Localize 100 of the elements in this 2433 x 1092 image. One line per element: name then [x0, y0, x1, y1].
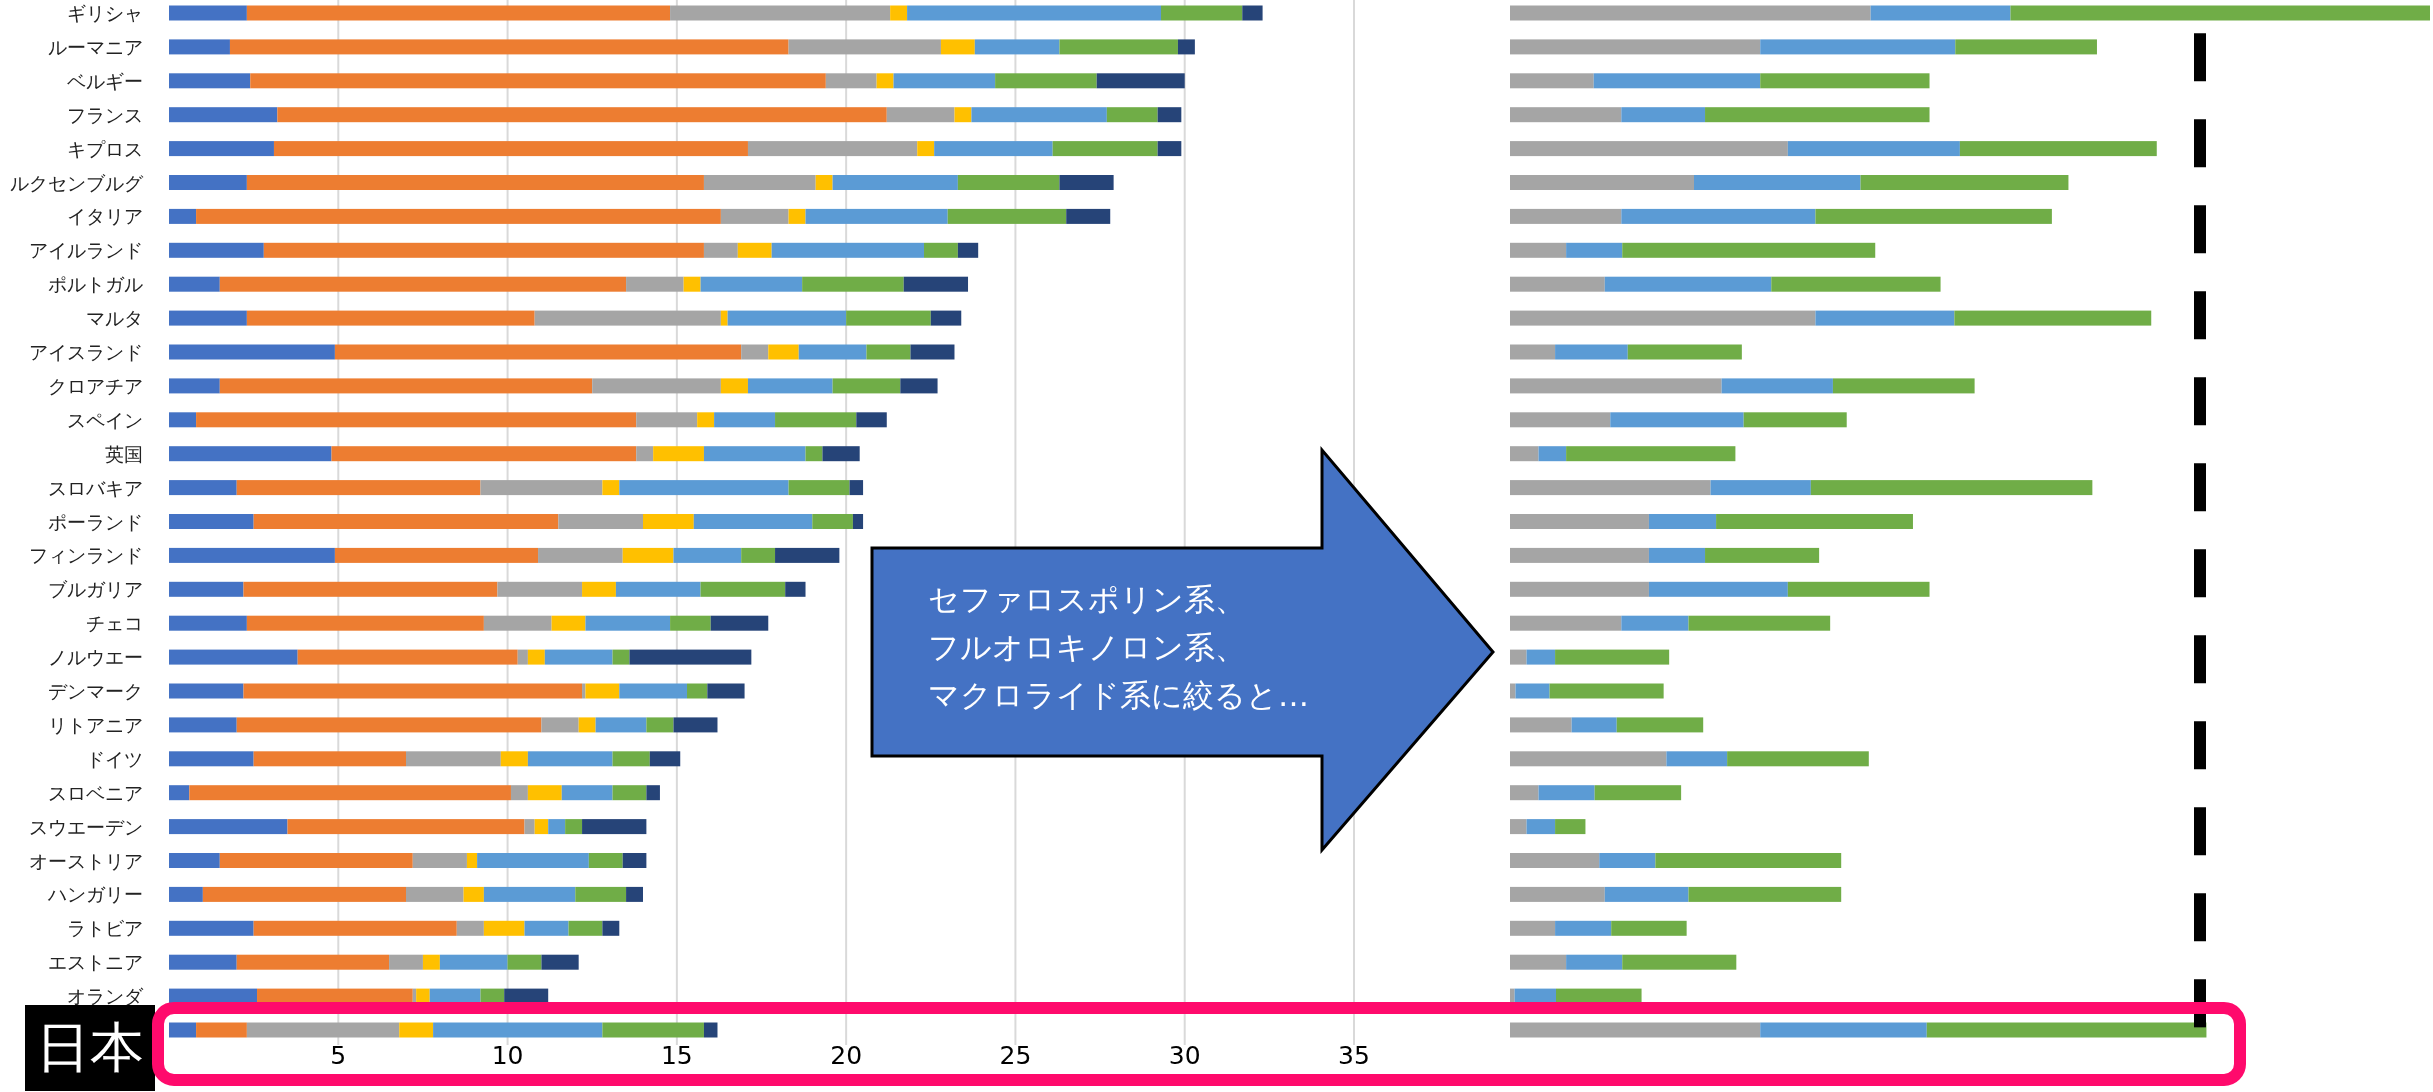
bar — [169, 1022, 197, 1038]
bar — [1616, 717, 1704, 733]
bar — [236, 480, 481, 496]
bar — [714, 412, 776, 428]
bar — [1705, 547, 1820, 563]
bar — [1648, 581, 1788, 597]
y-tick-label: マルタ — [86, 307, 143, 330]
bar — [602, 1022, 704, 1038]
bar — [917, 141, 935, 157]
bar — [169, 920, 254, 936]
bar — [1510, 242, 1567, 258]
bar — [622, 547, 674, 563]
bar — [1510, 141, 1788, 157]
bar — [636, 412, 698, 428]
bar — [1593, 73, 1761, 89]
bar — [169, 141, 274, 157]
bar — [1538, 446, 1567, 462]
bar — [1599, 853, 1656, 868]
bar — [229, 39, 789, 55]
annotation: フルオロキノロン系、 — [928, 629, 1246, 665]
bar — [169, 514, 254, 529]
bar — [805, 446, 823, 462]
bar — [1694, 175, 1861, 190]
bar — [585, 683, 620, 699]
bar — [646, 785, 660, 801]
bar — [582, 819, 647, 835]
bar — [219, 378, 593, 394]
bar — [169, 242, 264, 258]
bar — [497, 581, 583, 597]
y-tick-label: 日本 — [36, 1016, 144, 1079]
bar — [169, 175, 247, 190]
bar — [1566, 446, 1736, 462]
bar — [615, 581, 701, 597]
bar — [670, 615, 711, 631]
bar — [412, 853, 467, 868]
bar — [253, 751, 406, 767]
y-tick-label: イタリア — [67, 205, 143, 228]
bar — [849, 480, 864, 496]
bar — [1510, 208, 1622, 224]
bar — [1810, 480, 2093, 496]
bar — [934, 141, 1053, 157]
x-tick-label: 20 — [830, 1041, 863, 1070]
y-tick-label: クロアチア — [48, 374, 143, 397]
y-tick-label: フランス — [67, 103, 143, 126]
bar — [700, 581, 786, 597]
bar — [612, 751, 650, 767]
bar — [1743, 412, 1847, 428]
bar — [832, 175, 958, 190]
bar — [1566, 954, 1623, 970]
bar — [169, 581, 244, 597]
bar — [815, 175, 833, 190]
bar — [612, 649, 630, 665]
bar — [1555, 649, 1670, 665]
bar — [720, 378, 748, 394]
bar — [1510, 581, 1649, 597]
y-tick-label: リトアニア — [48, 713, 143, 736]
bar — [1510, 514, 1649, 529]
bar — [582, 581, 616, 597]
y-tick-label: ハンガリー — [47, 883, 143, 906]
bar — [974, 39, 1060, 55]
bar — [825, 73, 877, 89]
y-tick-label: キプロス — [67, 137, 143, 160]
bar — [957, 175, 1060, 190]
bar — [169, 378, 220, 394]
bar — [169, 717, 237, 733]
bar — [890, 5, 908, 21]
annotation: マクロライド系に絞ると… — [928, 677, 1309, 713]
bar — [720, 310, 728, 326]
bar — [169, 446, 332, 462]
bar — [619, 480, 789, 496]
bar — [273, 141, 748, 157]
bar — [548, 819, 566, 835]
bar — [1510, 378, 1722, 394]
bar — [1555, 344, 1628, 360]
bar — [568, 920, 603, 936]
bar — [649, 751, 681, 767]
bar — [995, 73, 1097, 89]
bar — [189, 785, 511, 801]
bar — [510, 785, 528, 801]
bar — [1242, 5, 1263, 21]
bar — [246, 175, 704, 190]
y-tick-label: フィンランド — [29, 544, 143, 567]
x-tick-label: 25 — [999, 1041, 1032, 1070]
bar — [422, 954, 440, 970]
bar — [1688, 886, 1842, 902]
bar — [297, 649, 518, 665]
bar — [527, 649, 545, 665]
y-tick-label: ラトビア — [67, 917, 143, 940]
bar — [1716, 514, 1913, 529]
bar — [1555, 819, 1586, 835]
bar — [399, 1022, 434, 1038]
bar — [876, 73, 894, 89]
bar — [703, 175, 816, 190]
y-tick-label: ルクセンブルグ — [10, 171, 144, 194]
bar — [1510, 310, 1816, 326]
bar — [477, 853, 589, 868]
bar — [169, 344, 335, 360]
bar — [236, 717, 542, 733]
bar — [1157, 141, 1182, 157]
bar — [507, 954, 542, 970]
